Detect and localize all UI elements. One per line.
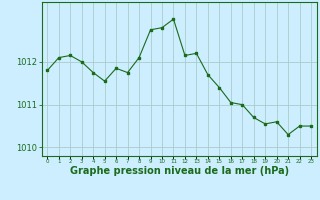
X-axis label: Graphe pression niveau de la mer (hPa): Graphe pression niveau de la mer (hPa) (70, 166, 289, 176)
